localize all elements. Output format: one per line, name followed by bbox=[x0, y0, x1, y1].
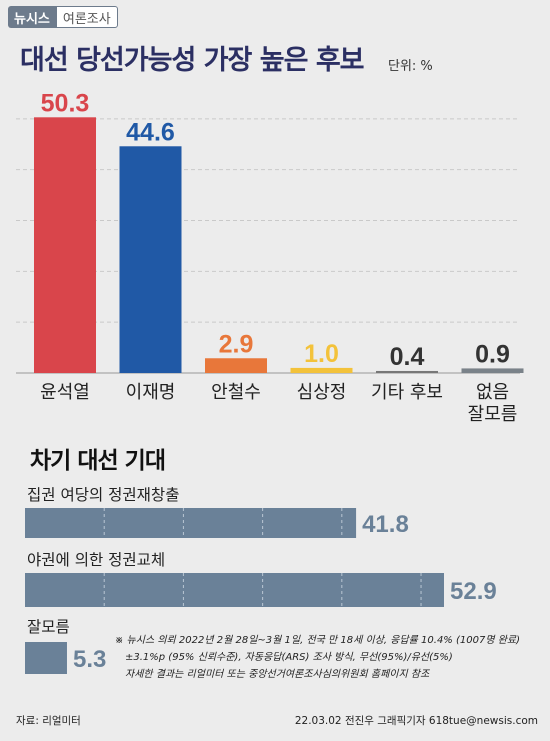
section-title: 차기 대선 기대 bbox=[30, 448, 166, 474]
data-label: 0.9 bbox=[475, 340, 510, 368]
data-label: 1.0 bbox=[304, 340, 339, 368]
category-label: 안철수 bbox=[211, 382, 261, 403]
bar bbox=[25, 508, 357, 538]
candidate-bar-chart: 50.3 윤석열 44.6 이재명 2.9 안철수 1.0 심상정 0.4 기타 후보 0.9 없음잘… bbox=[16, 89, 524, 425]
footnote: ※ 뉴시스 의뢰 2022년 2월 28일~3월 1일, 전국 만 18세 이상… bbox=[115, 632, 520, 683]
category-label: 야권에 의한 정권교체 bbox=[27, 551, 165, 569]
source-label: 자료: 리얼미터 bbox=[16, 715, 81, 727]
data-label: 2.9 bbox=[219, 330, 254, 358]
footnote-line: 자세한 결과는 리얼미터 또는 중앙선거여론조사심의위원회 홈페이지 참조 bbox=[125, 669, 430, 680]
chart-title: 대선 당선가능성 가장 높은 후보 bbox=[20, 45, 365, 76]
category-label: 잘모름 bbox=[27, 618, 70, 636]
data-label: 41.8 bbox=[362, 511, 409, 538]
footnote-line: ±3.1%p (95% 신뢰수준), 자동응답(ARS) 조사 방식, 무선(9… bbox=[125, 652, 453, 663]
category-label: 심상정 bbox=[297, 382, 347, 403]
bar bbox=[376, 370, 438, 373]
bar bbox=[25, 573, 444, 607]
bar bbox=[119, 146, 182, 373]
unit-label: 단위: % bbox=[388, 59, 433, 74]
bar bbox=[34, 117, 96, 373]
category-label: 잘모름 bbox=[468, 404, 518, 425]
data-label: 44.6 bbox=[126, 118, 175, 146]
bar bbox=[205, 358, 267, 373]
brand-name: 뉴시스 bbox=[8, 6, 56, 28]
bar bbox=[25, 642, 67, 674]
data-label: 50.3 bbox=[41, 89, 90, 117]
credit-label: 22.03.02 전진우 그래픽기자 618tue@newsis.com bbox=[294, 715, 538, 727]
data-label: 5.3 bbox=[73, 646, 106, 673]
bar bbox=[290, 367, 353, 373]
data-label: 0.4 bbox=[390, 343, 425, 371]
category-label: 이재명 bbox=[126, 382, 176, 403]
footnote-line: ※ 뉴시스 의뢰 2022년 2월 28일~3월 1일, 전국 만 18세 이상… bbox=[115, 635, 521, 646]
brand-badge: 뉴시스 여론조사 bbox=[8, 6, 118, 28]
data-label: 52.9 bbox=[450, 578, 497, 605]
category-label: 집권 여당의 정권재창출 bbox=[27, 486, 179, 504]
category-label: 기타 후보 bbox=[371, 382, 443, 403]
category-label: 없음 bbox=[476, 382, 509, 403]
bar bbox=[461, 368, 524, 373]
brand-tag: 여론조사 bbox=[55, 6, 118, 28]
category-label: 윤석열 bbox=[40, 382, 90, 403]
